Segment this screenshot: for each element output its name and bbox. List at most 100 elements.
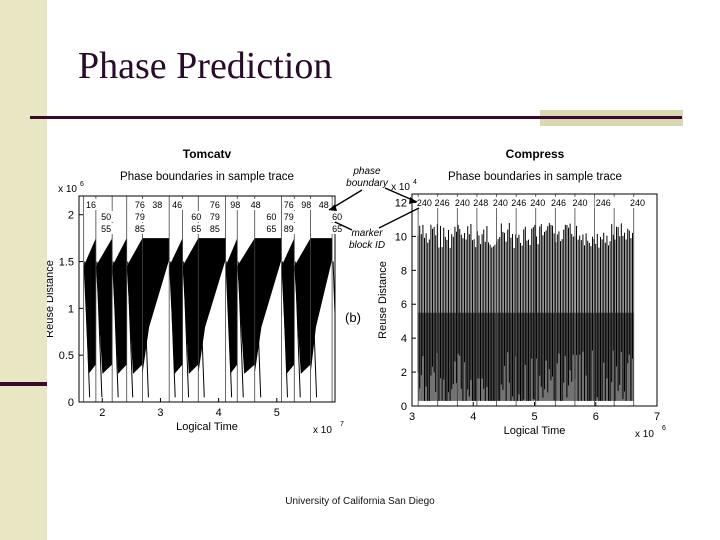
marker-label-bg [594, 197, 615, 208]
marker-label: 240 [493, 198, 508, 208]
title-rule [30, 116, 682, 119]
marker-label: 85 [135, 224, 145, 234]
marker-label-bg [151, 199, 166, 210]
x-tick-label: 6 [593, 411, 599, 423]
arrow-to-right-marker [378, 207, 420, 229]
chart-subtitle: Phase boundaries in sample trace [448, 171, 622, 183]
marker-label: 240 [455, 198, 470, 208]
x-axis-label: Logical Time [176, 421, 238, 433]
y-tick-label: 6 [401, 299, 407, 311]
marker-label: 60 [332, 212, 342, 222]
marker-label: 85 [210, 224, 220, 234]
marker-label: 79 [284, 212, 294, 222]
trace-segment [169, 238, 183, 374]
trace-segment [182, 238, 199, 374]
marker-label-bg [331, 223, 346, 234]
trace-segment [126, 238, 143, 374]
marker-label-bg [331, 211, 346, 222]
y-tick-label: 0 [68, 397, 74, 409]
trace-drop [142, 261, 149, 398]
marker-label: 60 [266, 212, 276, 222]
marker-label-bg [208, 211, 223, 222]
trace-drop [183, 261, 190, 398]
trace-drop [127, 261, 134, 398]
marker-label-bg [190, 211, 205, 222]
x-tick-label: 4 [470, 411, 476, 423]
marker-label: 65 [266, 224, 276, 234]
x-tick-label: 3 [409, 411, 415, 423]
trace-band [142, 238, 170, 374]
trace-drop [112, 261, 119, 398]
plot-area [417, 222, 634, 401]
phase-boundary-note-line2: boundary [346, 178, 389, 189]
trace-drop [84, 261, 91, 398]
x-axis-label: Logical Time [504, 425, 566, 437]
marker-label: 65 [332, 224, 342, 234]
marker-label: 16 [86, 200, 96, 210]
trace-segment [225, 238, 238, 374]
trace-segment [294, 238, 311, 374]
arrowhead [329, 204, 337, 211]
trace-drop [332, 261, 335, 327]
phase-boundary-note-line1: phase [352, 166, 381, 177]
marker-label: 89 [284, 224, 294, 234]
marker-label: 65 [191, 224, 201, 234]
trace-segment [83, 238, 96, 374]
marker-label-bg [317, 199, 332, 210]
x-tick-label: 5 [531, 411, 537, 423]
marker-label-bg [100, 211, 115, 222]
chart-subtitle: Phase boundaries in sample trace [120, 171, 294, 183]
marker-label-bg [282, 199, 297, 210]
marker-label: 246 [551, 198, 566, 208]
marker-label-bg [133, 211, 148, 222]
marker-label: 246 [511, 198, 526, 208]
x-exponent-power: 7 [340, 421, 344, 428]
marker-label-bg [415, 197, 436, 208]
left-decor-bar [0, 382, 47, 386]
marker-label-bg [453, 197, 474, 208]
marker-label-bg [629, 197, 650, 208]
marker-label: 46 [172, 200, 182, 210]
trace-drop [226, 261, 233, 398]
chart-title: Tomcatv [183, 147, 232, 161]
trace-band [254, 238, 282, 374]
marker-label-bg [491, 197, 512, 208]
footer-text: University of California San Diego [285, 496, 435, 507]
left-decor-band [0, 0, 47, 540]
trace-drop [311, 261, 318, 398]
y-tick-label: 1.5 [59, 257, 74, 269]
arrow-to-left-marker [334, 221, 353, 231]
marker-label-bg [84, 199, 99, 210]
marker-label-bg [550, 197, 571, 208]
trace-band [310, 238, 333, 374]
x-tick-label: 4 [216, 407, 222, 419]
marker-label-bg [265, 211, 280, 222]
y-tick-label: 10 [395, 231, 407, 243]
trace-drop [237, 261, 244, 398]
trace-drop [294, 261, 301, 398]
y-tick-label: 8 [401, 265, 407, 277]
marker-label: 98 [230, 200, 240, 210]
marker-label: 79 [135, 212, 145, 222]
y-tick-label: 12 [395, 197, 407, 209]
figure-panel: Tomcatv Phase boundaries in sample trace 2… [44, 126, 677, 450]
trace-drop [169, 261, 176, 398]
marker-label-bg [171, 199, 186, 210]
compress-chart: Compress Phase boundaries in sample trace… [377, 147, 666, 440]
marker-block-note-line1: marker [351, 228, 383, 239]
y-tick-label: 0 [401, 401, 407, 413]
tomcatv-chart: Tomcatv Phase boundaries in sample trace 2… [44, 147, 346, 436]
trace-drop [96, 261, 103, 398]
trace-segment [95, 238, 113, 374]
y-tick-label: 0.5 [59, 350, 74, 362]
y-tick-label: 2 [68, 210, 74, 222]
marker-label: 48 [251, 200, 261, 210]
marker-block-note-line2: block ID [349, 240, 385, 251]
trace-drop [255, 261, 262, 398]
marker-label: 248 [473, 198, 488, 208]
marker-label-bg [208, 223, 223, 234]
marker-label: 76 [210, 200, 220, 210]
marker-label-bg [282, 223, 297, 234]
marker-label: 38 [152, 200, 162, 210]
trace-dense-band [418, 312, 634, 401]
